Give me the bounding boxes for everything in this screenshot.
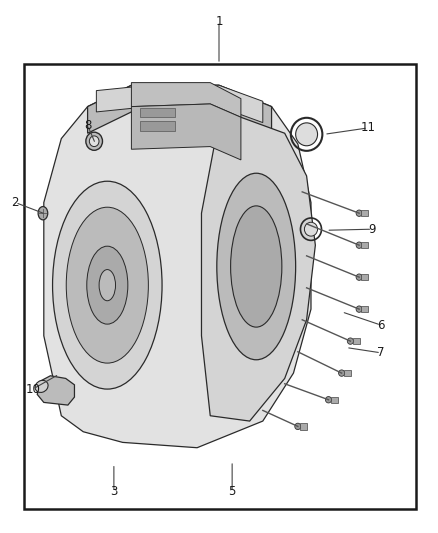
Ellipse shape (304, 222, 318, 236)
Ellipse shape (86, 132, 102, 150)
Ellipse shape (356, 306, 362, 312)
Text: 3: 3 (110, 485, 117, 498)
Ellipse shape (347, 338, 353, 344)
Text: 6: 6 (377, 319, 385, 332)
Bar (331, 397, 338, 403)
Ellipse shape (38, 206, 48, 220)
Ellipse shape (325, 397, 332, 403)
Text: 2: 2 (11, 196, 19, 209)
Polygon shape (201, 117, 315, 421)
Ellipse shape (89, 136, 99, 147)
Text: 10: 10 (25, 383, 40, 395)
Bar (140, 121, 175, 131)
Bar (353, 338, 360, 344)
Bar (300, 423, 307, 430)
Ellipse shape (87, 246, 128, 324)
Text: 5: 5 (229, 485, 236, 498)
Ellipse shape (356, 210, 362, 216)
Polygon shape (44, 85, 311, 448)
Text: 7: 7 (377, 346, 385, 359)
Polygon shape (88, 85, 272, 133)
Text: 11: 11 (360, 122, 375, 134)
Bar (361, 274, 368, 280)
Ellipse shape (35, 381, 48, 392)
Text: 8: 8 (84, 119, 91, 132)
Ellipse shape (339, 370, 345, 376)
Bar (361, 210, 368, 216)
Polygon shape (96, 85, 263, 123)
Ellipse shape (356, 274, 362, 280)
Polygon shape (131, 83, 241, 117)
Bar (24, 64, 416, 509)
Text: 1: 1 (215, 15, 223, 28)
Ellipse shape (99, 270, 116, 301)
Ellipse shape (230, 206, 282, 327)
Bar (361, 306, 368, 312)
Ellipse shape (217, 173, 296, 360)
Bar (361, 242, 368, 248)
Bar (344, 370, 351, 376)
Ellipse shape (53, 181, 162, 389)
Ellipse shape (66, 207, 148, 363)
Ellipse shape (356, 242, 362, 248)
Polygon shape (37, 376, 74, 405)
Text: 9: 9 (368, 223, 376, 236)
Bar (140, 108, 175, 117)
Ellipse shape (296, 123, 318, 146)
Ellipse shape (295, 423, 301, 430)
Polygon shape (131, 104, 241, 160)
